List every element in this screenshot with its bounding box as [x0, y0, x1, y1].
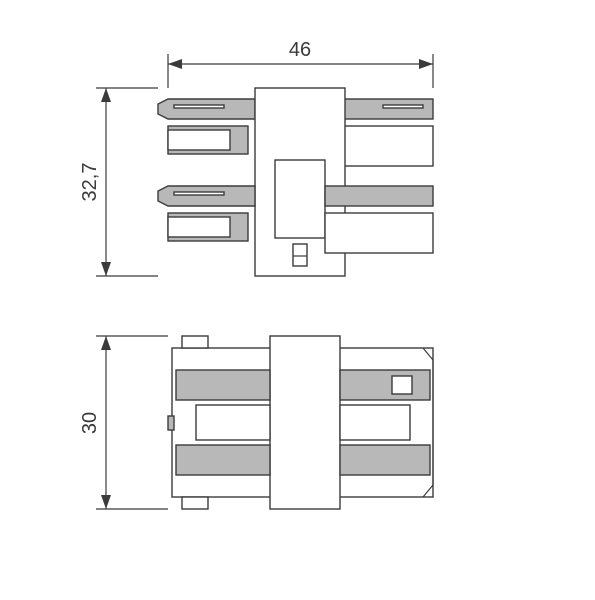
dim-height-top-label: 32,7 — [79, 163, 101, 202]
dimension-height-bottom: 30 — [79, 336, 168, 509]
rail-lower-left — [176, 445, 270, 475]
bottom-view — [168, 336, 433, 509]
dim-height-bottom-label: 30 — [79, 412, 101, 434]
dim-width-label: 46 — [289, 39, 311, 61]
dimension-height-top: 32,7 — [79, 88, 158, 276]
tab-lower-left — [158, 186, 255, 206]
technical-drawing: 46 — [0, 0, 595, 600]
tab-lower-right — [325, 186, 433, 206]
rail-lower-right — [340, 445, 430, 475]
dimension-width: 46 — [168, 39, 433, 88]
rail-upper-left — [176, 370, 270, 400]
top-view — [158, 88, 433, 276]
tab-upper-left — [158, 99, 255, 119]
rail-upper-right — [340, 370, 430, 400]
